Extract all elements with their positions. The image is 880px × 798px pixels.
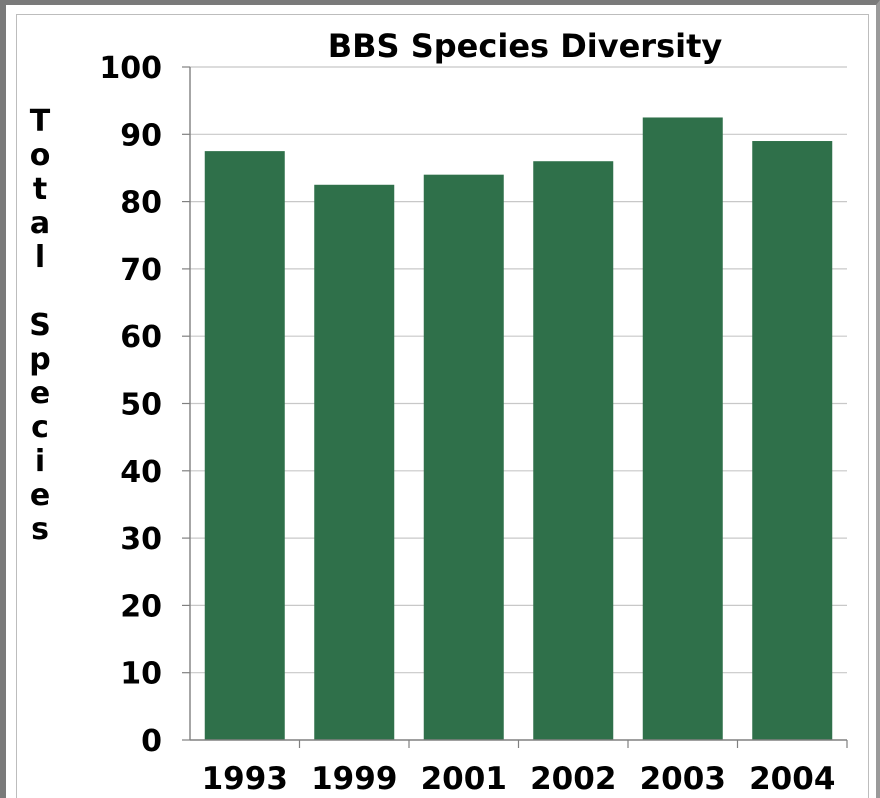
bar [314, 184, 395, 740]
x-tick-label: 2001 [421, 761, 507, 797]
bar [752, 141, 833, 740]
y-axis-label-char: l [35, 240, 45, 275]
y-axis-label-char: t [33, 172, 47, 207]
x-tick-label: 2004 [749, 761, 835, 797]
y-axis-label-char: S [29, 308, 51, 343]
y-axis-label-char: T [30, 104, 51, 139]
y-tick-label: 40 [120, 455, 162, 490]
grid-lines [190, 66, 847, 674]
x-tick-label: 1999 [311, 761, 397, 797]
y-axis-label-char: s [31, 512, 49, 547]
y-tick-label: 100 [99, 51, 162, 86]
y-tick-label: 20 [120, 589, 162, 624]
y-tick-label: 90 [120, 118, 162, 153]
bar [204, 151, 285, 740]
y-axis-label-char: o [30, 138, 51, 173]
y-tick-label: 80 [120, 186, 162, 221]
y-tick-labels: 0 10 20 30 40 50 60 70 80 90 100 [99, 51, 162, 759]
y-axis-label-char: c [31, 410, 49, 445]
chart-title: BBS Species Diversity [328, 27, 723, 65]
axes [182, 66, 848, 748]
bar [533, 161, 614, 741]
x-tick-label: 1993 [202, 761, 288, 797]
x-tick-label: 2003 [640, 761, 726, 797]
bar [642, 117, 723, 741]
y-tick-label: 60 [120, 320, 162, 355]
x-tick-label: 2002 [530, 761, 616, 797]
y-tick-label: 50 [120, 388, 162, 423]
y-tick-label: 0 [141, 724, 162, 759]
y-tick-label: 70 [120, 253, 162, 288]
y-tick-label: 10 [120, 657, 162, 692]
y-axis-label-char: p [29, 342, 50, 377]
y-tick-label: 30 [120, 522, 162, 557]
y-axis-label-char: i [35, 444, 45, 479]
chart-inner-border [16, 14, 869, 798]
y-axis-label-char: a [30, 206, 50, 241]
x-tick-labels: 1993 1999 2001 2002 2003 2004 [202, 761, 836, 797]
bars [204, 117, 833, 741]
bar [423, 174, 504, 740]
y-axis-label-char: e [30, 478, 50, 513]
y-axis-label-char: e [30, 376, 50, 411]
